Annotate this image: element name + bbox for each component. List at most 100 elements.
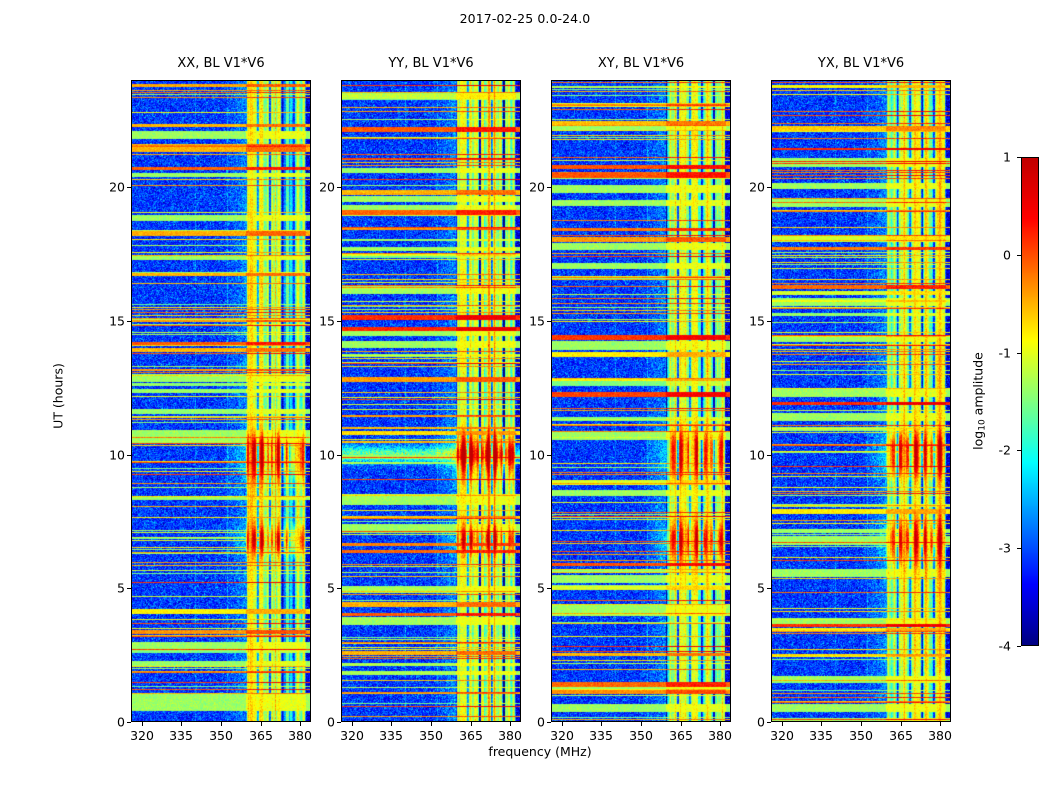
- x-tick-label-yy-380: 380: [498, 728, 522, 743]
- x-tick-xx-365: [261, 722, 262, 726]
- y-tick-label-xy-5: 5: [537, 580, 545, 596]
- y-tick-yy-10: [337, 455, 341, 456]
- y-tick-label-yx-20: 20: [749, 179, 765, 195]
- x-tick-label-xx-365: 365: [249, 728, 273, 743]
- colorbar-tick-label-0: 0: [1003, 247, 1011, 263]
- x-tick-yx-350: [861, 722, 862, 726]
- y-tick-xx-15: [127, 321, 131, 322]
- colorbar-tick-label--4: -4: [998, 638, 1011, 654]
- y-tick-label-yx-10: 10: [749, 447, 765, 463]
- x-tick-xx-380: [300, 722, 301, 726]
- colorbar-label-suffix: amplitude: [970, 352, 986, 420]
- spectrogram-image-xy: [551, 80, 731, 722]
- y-tick-label-xx-20: 20: [109, 179, 125, 195]
- x-tick-yx-365: [901, 722, 902, 726]
- y-tick-xx-5: [127, 588, 131, 589]
- panel-xx: XX, BL V1*V6 320 335 350 365 380 0 5 10 15 20: [109, 56, 312, 743]
- colorbar-label-prefix: log: [970, 430, 986, 450]
- x-tick-label-xy-365: 365: [669, 728, 693, 743]
- y-tick-yy-20: [337, 187, 341, 188]
- x-tick-label-yx-320: 320: [770, 728, 794, 743]
- colorbar-tick-1: [1017, 157, 1021, 158]
- colorbar-tick-label--3: -3: [998, 540, 1011, 556]
- y-tick-yx-20: [767, 187, 771, 188]
- y-tick-label-xy-0: 0: [537, 714, 545, 730]
- y-tick-label-xy-15: 15: [529, 313, 545, 329]
- y-tick-label-yy-20: 20: [319, 179, 335, 195]
- x-tick-xy-350: [641, 722, 642, 726]
- y-tick-yy-5: [337, 588, 341, 589]
- axes-frame-xx: [131, 80, 311, 722]
- y-tick-xy-5: [547, 588, 551, 589]
- y-tick-label-yx-0: 0: [757, 714, 765, 730]
- y-tick-label-yy-15: 15: [319, 313, 335, 329]
- x-tick-yy-365: [471, 722, 472, 726]
- y-tick-yx-15: [767, 321, 771, 322]
- y-tick-xx-0: [127, 722, 131, 723]
- x-tick-label-yx-350: 350: [849, 728, 873, 743]
- spectrogram-image-yx: [771, 80, 951, 722]
- y-tick-yx-0: [767, 722, 771, 723]
- colorbar-tick-label--2: -2: [998, 442, 1011, 458]
- x-tick-label-yx-365: 365: [889, 728, 913, 743]
- colorbar-tick-label-1: 1: [1003, 149, 1011, 165]
- y-tick-xy-15: [547, 321, 551, 322]
- x-tick-label-yx-335: 335: [809, 728, 833, 743]
- x-tick-xy-365: [681, 722, 682, 726]
- x-tick-label-yy-335: 335: [379, 728, 403, 743]
- x-tick-label-xx-335: 335: [169, 728, 193, 743]
- y-tick-yy-15: [337, 321, 341, 322]
- panel-xy: XY, BL V1*V6 320 335 350 365 380 0 5 10 15 20: [529, 56, 732, 743]
- x-tick-yx-380: [940, 722, 941, 726]
- x-tick-xy-335: [601, 722, 602, 726]
- x-tick-xy-380: [720, 722, 721, 726]
- colorbar-tick-label--1: -1: [998, 345, 1011, 361]
- colorbar-tick--4: [1017, 646, 1021, 647]
- x-axis-label: frequency (MHz): [488, 744, 592, 759]
- y-tick-label-xx-10: 10: [109, 447, 125, 463]
- panel-title-xx: XX, BL V1*V6: [177, 56, 265, 71]
- x-tick-xx-335: [181, 722, 182, 726]
- panel-yy: YY, BL V1*V6 320 335 350 365 380 0 5 10 15 20: [319, 56, 522, 743]
- y-tick-xx-10: [127, 455, 131, 456]
- y-tick-label-xy-10: 10: [529, 447, 545, 463]
- figure-suptitle: 2017-02-25 0.0-24.0: [459, 11, 591, 26]
- y-tick-yy-0: [337, 722, 341, 723]
- axes-frame-xy: [551, 80, 731, 722]
- y-tick-xy-0: [547, 722, 551, 723]
- spectrogram-image-xx: [131, 80, 311, 722]
- y-tick-yx-10: [767, 455, 771, 456]
- y-tick-xy-10: [547, 455, 551, 456]
- x-tick-label-yy-320: 320: [340, 728, 364, 743]
- panel-title-yy: YY, BL V1*V6: [388, 56, 474, 71]
- x-tick-label-yy-365: 365: [459, 728, 483, 743]
- x-tick-xx-350: [221, 722, 222, 726]
- axes-frame-yx: [771, 80, 951, 722]
- x-tick-label-xy-320: 320: [550, 728, 574, 743]
- y-tick-label-yy-5: 5: [327, 580, 335, 596]
- x-tick-label-yy-350: 350: [419, 728, 443, 743]
- x-tick-label-yx-380: 380: [928, 728, 952, 743]
- x-tick-yy-320: [352, 722, 353, 726]
- colorbar-frame: [1021, 157, 1039, 646]
- colorbar-tick--1: [1017, 353, 1021, 354]
- colorbar-tick-0: [1017, 255, 1021, 256]
- x-tick-label-xx-320: 320: [130, 728, 154, 743]
- y-tick-xy-20: [547, 187, 551, 188]
- x-tick-yx-335: [821, 722, 822, 726]
- x-tick-label-xy-350: 350: [629, 728, 653, 743]
- y-tick-label-xy-20: 20: [529, 179, 545, 195]
- y-tick-label-yx-15: 15: [749, 313, 765, 329]
- x-tick-label-xx-350: 350: [209, 728, 233, 743]
- y-tick-xx-20: [127, 187, 131, 188]
- y-tick-label-xx-0: 0: [117, 714, 125, 730]
- y-tick-label-xx-5: 5: [117, 580, 125, 596]
- colorbar-label: log10 amplitude: [970, 352, 988, 450]
- y-axis-label: UT (hours): [50, 363, 66, 429]
- panel-title-yx: YX, BL V1*V6: [817, 56, 905, 71]
- x-tick-xy-320: [562, 722, 563, 726]
- y-tick-label-xx-15: 15: [109, 313, 125, 329]
- y-tick-yx-5: [767, 588, 771, 589]
- panel-yx: YX, BL V1*V6 320 335 350 365 380 0 5 10 15 20: [749, 56, 952, 743]
